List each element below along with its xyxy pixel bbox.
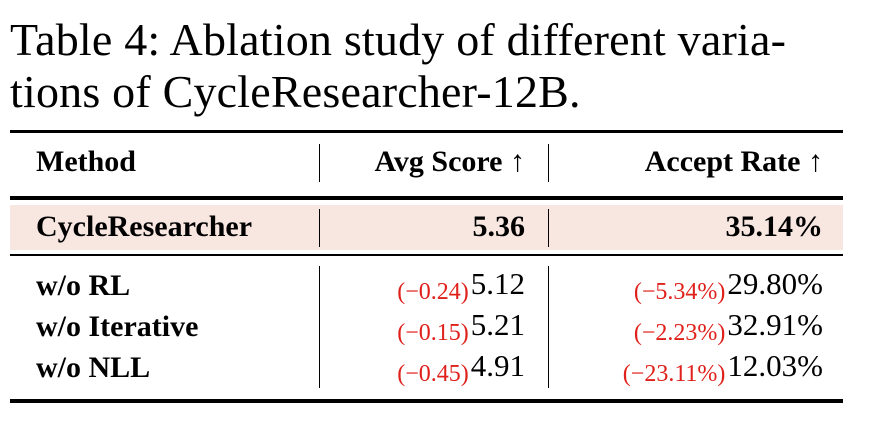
avg-delta: (−0.15) (397, 320, 469, 346)
avg-delta: (−0.45) (397, 361, 469, 387)
ablation-divider-2 (548, 266, 549, 388)
header-avg-score: Avg Score ↑ (374, 145, 525, 178)
header-rule (10, 196, 843, 200)
table-caption: Table 4: Ablation study of different var… (10, 14, 880, 118)
main-avg-score: 5.36 (472, 210, 526, 243)
rate-delta: (−5.34%) (633, 279, 726, 305)
ablation-rate-cell: (−2.23%)32.91% (560, 307, 823, 346)
ablation-divider-1 (319, 266, 320, 388)
header-divider-2 (548, 144, 549, 182)
ablation-avg-cell: (−0.15)5.21 (335, 307, 525, 346)
ablation-method: w/o Iterative (36, 310, 199, 343)
main-row-highlight (10, 205, 843, 250)
ablation-rate-cell: (−5.34%)29.80% (560, 266, 823, 305)
ablation-method: w/o NLL (36, 351, 151, 384)
ablation-rate-cell: (−23.11%)12.03% (560, 348, 823, 387)
caption-line-2: tions of CycleResearcher-12B. (10, 66, 581, 117)
main-method: CycleResearcher (36, 210, 253, 243)
top-rule (10, 130, 843, 133)
rate-delta: (−23.11%) (622, 361, 726, 387)
avg-delta: (−0.24) (397, 279, 469, 305)
accept-rate: 12.03% (727, 348, 823, 383)
header-accept-rate: Accept Rate ↑ (644, 145, 823, 178)
caption-line-1: Table 4: Ablation study of different var… (10, 14, 787, 65)
separator-rule (10, 254, 843, 256)
ablation-avg-cell: (−0.45)4.91 (335, 348, 525, 387)
header-method: Method (36, 145, 136, 178)
header-divider-1 (319, 144, 320, 182)
main-divider-1 (319, 209, 320, 247)
accept-rate: 32.91% (727, 307, 823, 342)
avg-score: 5.12 (470, 266, 525, 301)
accept-rate: 29.80% (727, 266, 823, 301)
main-accept-rate: 35.14% (725, 210, 824, 243)
avg-score: 4.91 (470, 348, 525, 383)
main-divider-2 (548, 209, 549, 247)
avg-score: 5.21 (470, 307, 525, 342)
bottom-rule (10, 399, 843, 403)
rate-delta: (−2.23%) (633, 320, 726, 346)
ablation-method: w/o RL (36, 269, 131, 302)
ablation-avg-cell: (−0.24)5.12 (335, 266, 525, 305)
